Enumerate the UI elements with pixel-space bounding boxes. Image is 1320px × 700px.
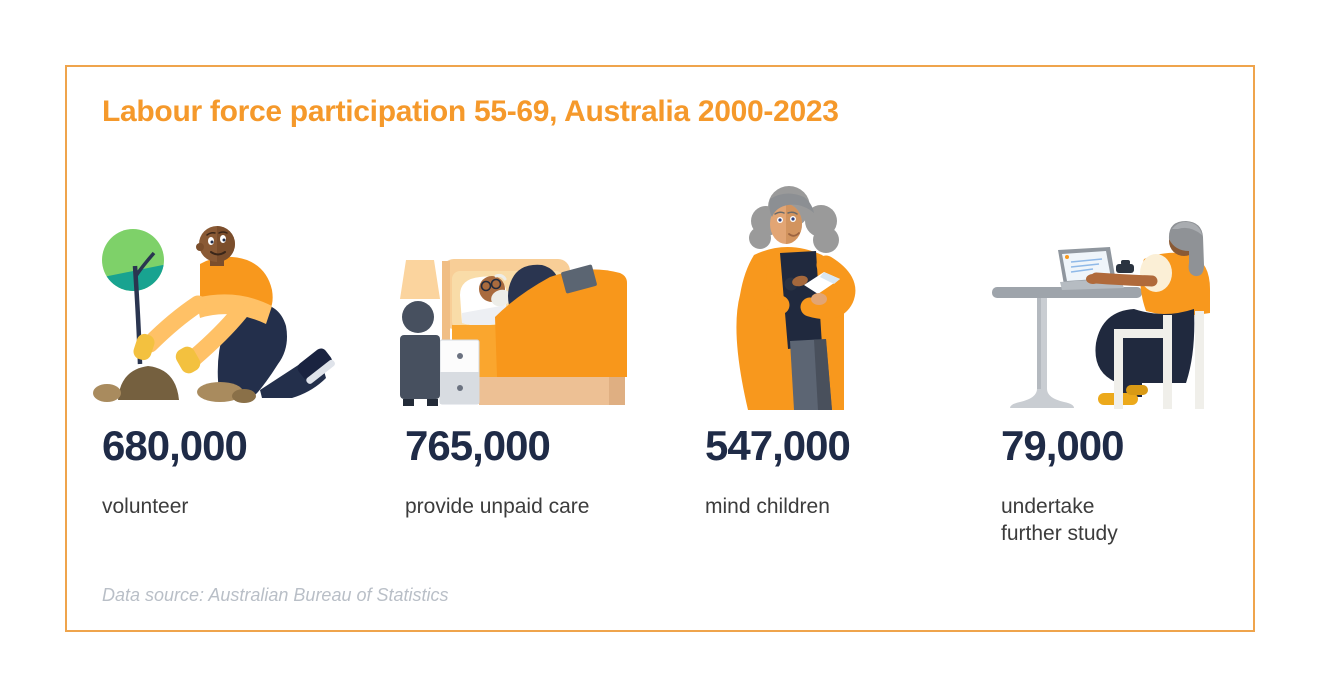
pedestal-table: [992, 287, 1142, 408]
tablet-icon: [561, 264, 597, 294]
blanket: [495, 269, 627, 377]
stat-volunteer: 680,000 volunteer: [93, 67, 402, 630]
volunteer-illustration: [93, 226, 335, 403]
face: [770, 204, 802, 244]
sneaker-icon: [297, 348, 335, 384]
unpaid-care-illustration: [400, 259, 627, 406]
stat-value: 79,000: [1001, 422, 1124, 469]
hair-fringe: [769, 193, 814, 217]
woman-upper-body: [1086, 221, 1204, 292]
bed-base: [479, 377, 625, 405]
stat-mind-children: 547,000 mind children: [705, 67, 1005, 630]
baby-in-arms: [784, 272, 840, 305]
further-study-illustration: [992, 221, 1210, 409]
stat-value: 765,000: [405, 422, 551, 469]
stat-label: undertake further study: [1001, 495, 1118, 546]
stat-further-study: 79,000 undertake further study: [992, 67, 1301, 630]
grandmother: [736, 186, 856, 410]
stat-unpaid-care: 765,000 provide unpaid care: [400, 67, 705, 630]
kneeling-man: [141, 226, 335, 399]
page-title: Labour force participation 55-69, Austra…: [102, 95, 839, 128]
data-source-note: Data source: Australian Bureau of Statis…: [102, 585, 449, 605]
stat-label: mind children: [705, 495, 830, 518]
mind-children-illustration: [736, 186, 856, 410]
nightstand: [439, 339, 480, 405]
dirt-mounds: [93, 366, 256, 403]
stat-value: 680,000: [102, 422, 248, 469]
stat-value: 547,000: [705, 422, 851, 469]
lamp-icon: [400, 260, 440, 299]
stat-label: volunteer: [102, 495, 189, 518]
infographic-card: Labour force participation 55-69, Austra…: [65, 65, 1255, 632]
carer-silhouette: [400, 301, 440, 406]
garden-gloves: [133, 333, 201, 374]
stat-label: provide unpaid care: [405, 495, 590, 518]
coffee-cup-icon: [1116, 260, 1134, 273]
chair-legs: [1114, 311, 1204, 409]
